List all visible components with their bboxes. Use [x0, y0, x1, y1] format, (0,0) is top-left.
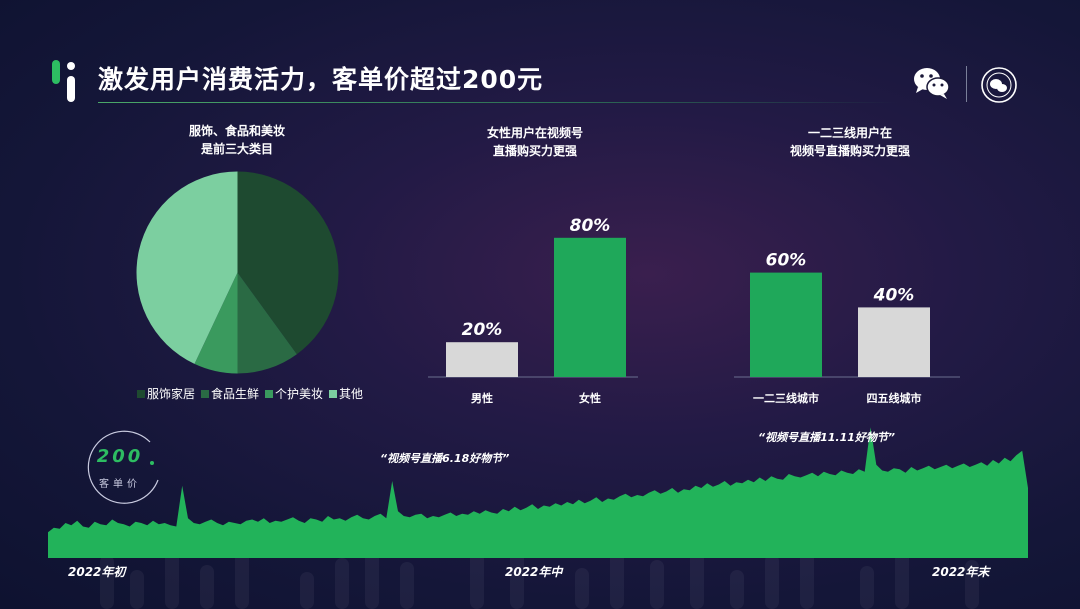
gender-bar-1: [554, 237, 626, 377]
legend-swatch: [329, 389, 338, 398]
pie-slice-2: [194, 272, 238, 374]
legend-item: 其他: [329, 385, 363, 402]
kpi-ring: [87, 430, 159, 504]
category-pie-chart: [136, 171, 339, 374]
legend-label: 个护美妆: [275, 387, 324, 401]
brand-logo: [52, 60, 75, 102]
wechat-icon: [914, 68, 950, 99]
kpi-label: 客单价: [99, 479, 141, 490]
title-underline: [98, 102, 898, 103]
pie-title-line1: 服饰、食品和美妆: [188, 124, 285, 138]
gender-value-label: 20%: [462, 320, 503, 340]
pie-slice-0: [237, 171, 339, 355]
annotation-618-festival: “视频号直播6.18好物节”: [380, 452, 510, 465]
gender-title-line2: 直播购买力更强: [492, 144, 577, 158]
x-label-end: 2022年末: [932, 565, 990, 579]
legend-label: 服饰家居: [147, 387, 196, 401]
pie-chart-title: 服饰、食品和美妆 是前三大类目: [142, 122, 332, 158]
legend-label: 其他: [339, 387, 364, 401]
tier-value-label: 40%: [873, 285, 915, 305]
legend-item: 服饰家居: [137, 385, 195, 402]
gender-category-label: 男性: [471, 391, 493, 405]
gender-category-label: 女性: [579, 391, 601, 405]
pie-title-line2: 是前三大类目: [200, 142, 273, 156]
tier-value-label: 60%: [766, 251, 807, 271]
legend-item: 食品生鲜: [201, 385, 259, 402]
legend-label: 食品生鲜: [211, 387, 260, 401]
legend-swatch: [137, 389, 145, 398]
seal-icon: [981, 67, 1017, 103]
x-label-start: 2022年初: [68, 565, 126, 579]
order-value-area-chart: [48, 427, 1028, 558]
annotation-1111-festival: “视频号直播11.11好物节”: [758, 431, 895, 444]
city-tier-chart-title: 一二三线用户在 视频号直播购买力更强: [755, 124, 945, 160]
gender-value-label: 80%: [570, 216, 611, 236]
tier-title-line2: 视频号直播购买力更强: [789, 144, 910, 158]
pie-slice-3: [136, 171, 238, 364]
tier-title-line1: 一二三线用户在: [807, 126, 892, 140]
order-value-area: [48, 427, 1028, 558]
bar-charts: 20% 男性 80% 女性 60% 一二三线城市 40% 四五线城市: [428, 216, 960, 405]
page-title: 激发用户消费活力，客单价超过200元: [98, 65, 544, 94]
tier-bar-1: [858, 307, 930, 377]
legend-item: 个护美妆: [265, 385, 323, 402]
x-label-mid: 2022年中: [505, 565, 563, 579]
header-divider: [966, 66, 967, 102]
tier-bar-0: [750, 272, 822, 377]
kpi-value: 200: [96, 446, 144, 467]
legend-swatch: [265, 389, 274, 398]
legend-swatch: [201, 389, 210, 398]
gender-title-line1: 女性用户在视频号: [486, 126, 583, 140]
tier-category-label: 一二三线城市: [753, 391, 819, 405]
gender-chart-title: 女性用户在视频号 直播购买力更强: [440, 124, 630, 160]
gender-bar-0: [446, 342, 518, 377]
pie-slice-1: [237, 272, 297, 374]
tier-category-label: 四五线城市: [867, 391, 922, 405]
pie-legend: 服饰家居 食品生鲜 个护美妆 其他: [137, 385, 363, 402]
